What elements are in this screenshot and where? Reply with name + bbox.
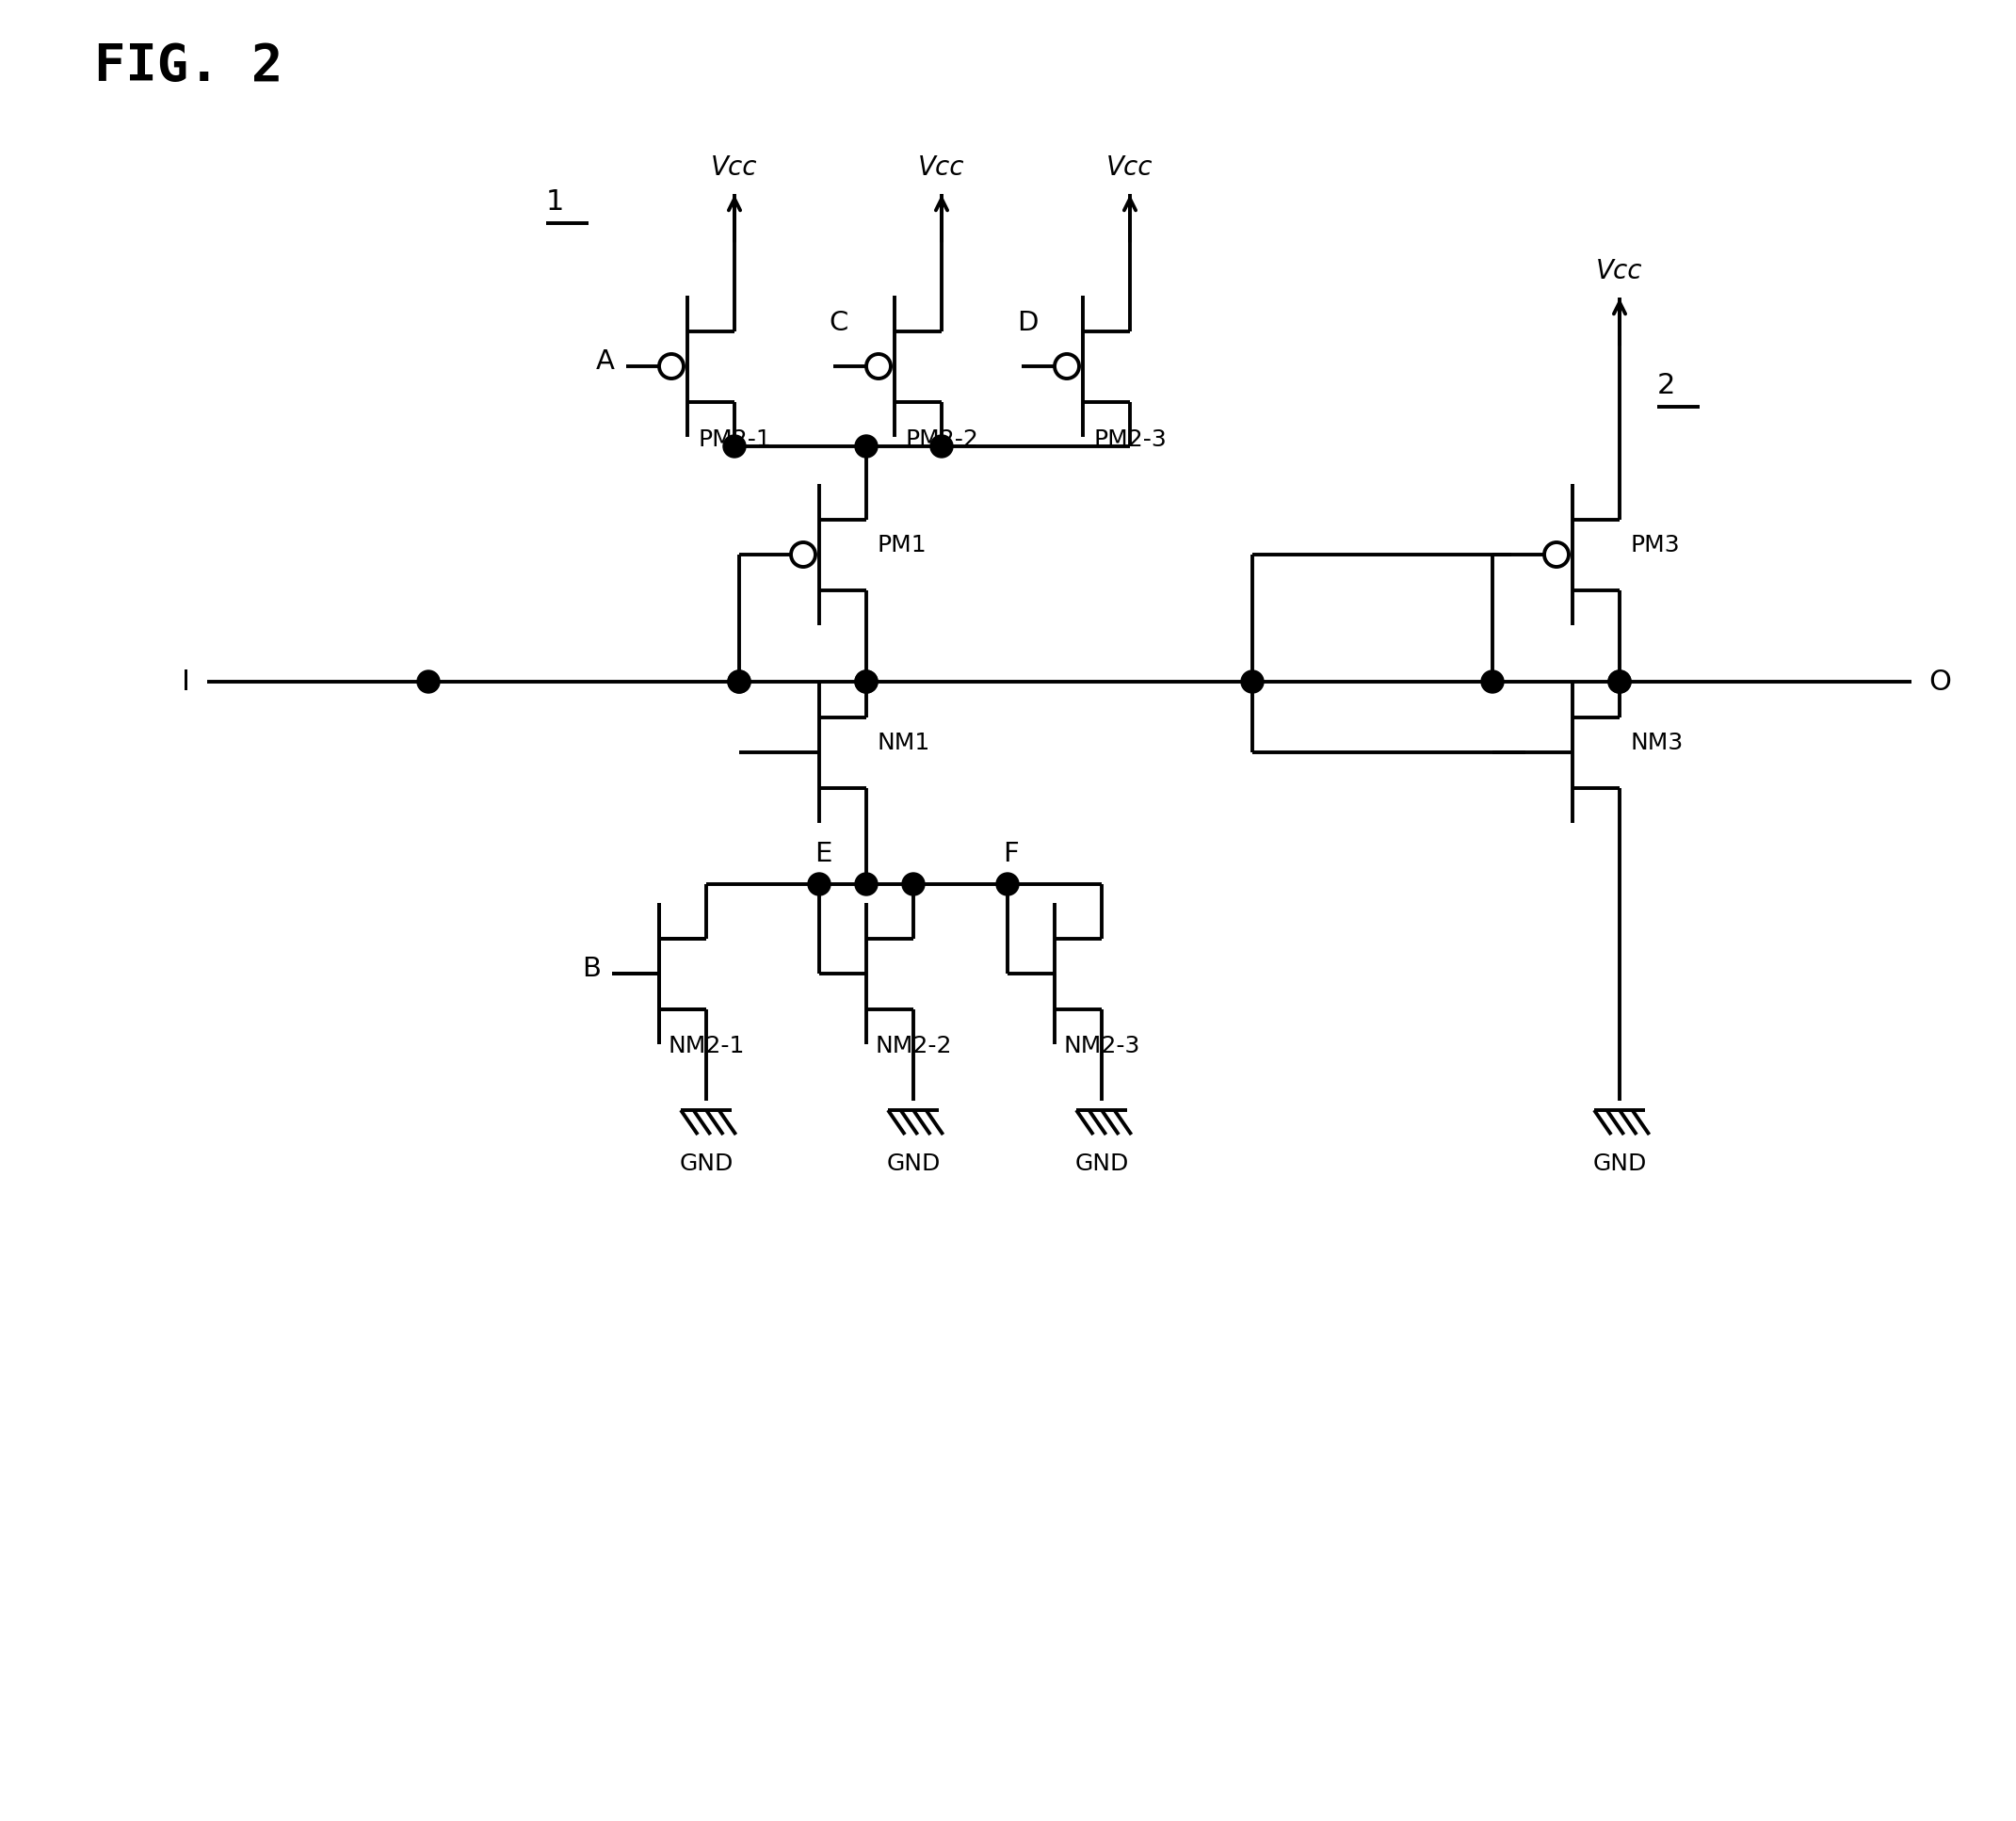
Circle shape (790, 543, 814, 566)
Text: FIG. 2: FIG. 2 (95, 42, 282, 91)
Text: Vcc: Vcc (919, 155, 966, 180)
Text: 1: 1 (546, 188, 564, 215)
Circle shape (1482, 670, 1504, 694)
Text: PM2-2: PM2-2 (905, 428, 978, 450)
Text: C: C (831, 341, 851, 366)
Circle shape (808, 872, 831, 896)
Circle shape (659, 353, 683, 379)
Circle shape (996, 872, 1018, 896)
Circle shape (1242, 670, 1264, 694)
Text: GND: GND (679, 1153, 734, 1175)
Text: O: O (1929, 668, 1951, 696)
Circle shape (855, 670, 877, 694)
Text: PM2-3: PM2-3 (1093, 428, 1167, 450)
Text: GND: GND (887, 1153, 939, 1175)
Circle shape (929, 435, 954, 457)
Text: B: B (583, 956, 601, 982)
Circle shape (1054, 353, 1079, 379)
Text: Vcc: Vcc (712, 155, 758, 180)
Text: NM3: NM3 (1631, 732, 1683, 754)
Text: A: A (597, 348, 615, 375)
Text: Vcc: Vcc (1597, 259, 1643, 284)
Text: PM3: PM3 (1631, 534, 1681, 557)
Text: NM1: NM1 (877, 732, 931, 754)
Text: PM2-1: PM2-1 (698, 428, 770, 450)
Text: PM1: PM1 (877, 534, 927, 557)
Text: Vcc: Vcc (1107, 155, 1153, 180)
Text: NM2-3: NM2-3 (1062, 1036, 1139, 1058)
Text: D: D (1016, 310, 1038, 337)
Circle shape (1609, 670, 1631, 694)
Circle shape (855, 670, 877, 694)
Circle shape (855, 435, 877, 457)
Circle shape (867, 353, 891, 379)
Text: GND: GND (1593, 1153, 1647, 1175)
Text: 2: 2 (1657, 371, 1675, 399)
Circle shape (728, 670, 750, 694)
Circle shape (724, 435, 746, 457)
Circle shape (417, 670, 439, 694)
Text: GND: GND (1075, 1153, 1129, 1175)
Text: C: C (829, 310, 849, 337)
Circle shape (901, 872, 925, 896)
Circle shape (728, 670, 750, 694)
Text: NM2-1: NM2-1 (667, 1036, 744, 1058)
Circle shape (855, 872, 877, 896)
Circle shape (1544, 543, 1568, 566)
Circle shape (1609, 670, 1631, 694)
Text: F: F (1002, 841, 1018, 867)
Text: I: I (181, 668, 190, 696)
Text: NM2-2: NM2-2 (875, 1036, 952, 1058)
Text: E: E (814, 841, 833, 867)
